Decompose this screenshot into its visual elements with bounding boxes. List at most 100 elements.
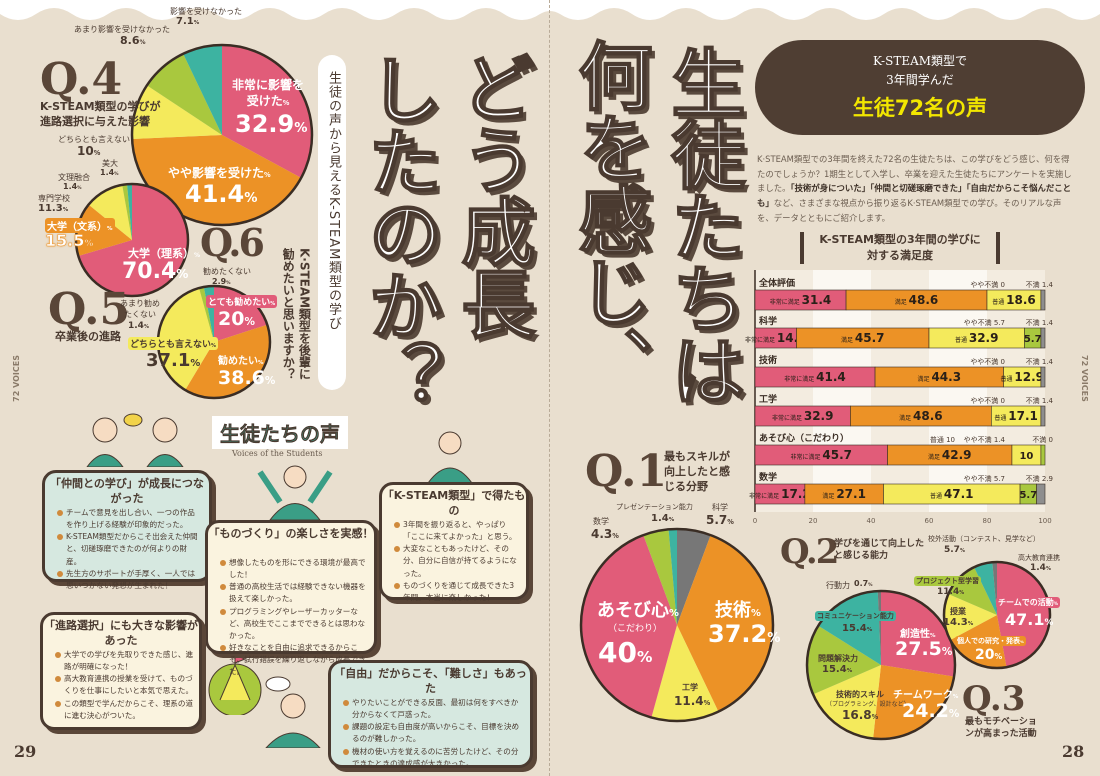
q5-mark: Q.5: [48, 284, 131, 335]
q6-label: とても勧めたい: [206, 295, 278, 308]
bar-label: 非常に満足 45.7: [790, 448, 852, 462]
q3-label: 授業: [950, 607, 966, 616]
q6-value: 38.6: [218, 367, 275, 389]
q4-value: 10: [77, 144, 100, 158]
bar-segment: [1040, 289, 1046, 311]
q1-sublabel: （こだわり）: [608, 624, 663, 634]
q5-label: 美大: [102, 159, 118, 168]
bar-label: やや不満 0: [970, 281, 1005, 289]
q2-label: 問題解決力: [818, 654, 858, 663]
q1-value: 1.4: [651, 513, 674, 524]
q2-sublabel: （プログラミング、設計など）: [826, 701, 910, 708]
comment-item: 大変なこともあったけど、その分、自分に自信が持てるようになった。: [394, 543, 518, 579]
bar-value: 5.7: [1019, 490, 1037, 501]
q2-question: 学びを通じて向上したと感じる能力: [834, 539, 925, 562]
q4-slice: [132, 85, 222, 139]
q5-question: 卒業後の進路: [55, 330, 121, 343]
q4-pie-outline: [130, 43, 314, 227]
bar-label: 不満 1.4: [1026, 358, 1054, 366]
q4-value: 32.9: [235, 110, 307, 138]
q1-label: 数学: [593, 517, 609, 526]
comment-item: ものづくりを通じて成長できた3年間。本当に楽しかった！: [394, 580, 518, 604]
bar-label: 不満 2.9: [1026, 475, 1053, 483]
bar-label: 満足 48.6: [895, 293, 939, 307]
bar-label: 満足 44.3: [918, 370, 962, 384]
q6-label: あまり勧めたくない: [120, 299, 160, 319]
q4-value: 8.6: [120, 34, 146, 47]
bar-label: 非常に満足 31.4: [770, 293, 832, 307]
q6-value: 20: [218, 308, 255, 330]
q6-label: 勧めたい: [218, 352, 264, 367]
q1-value: 4.3: [591, 527, 619, 541]
q1-value: 37.2: [708, 620, 780, 648]
q6-value: 37.1: [146, 350, 200, 371]
comment-box: 「K-STEAM類型」で得たもの 3年間を振り返ると、やっぱり「ここに来てよかっ…: [379, 482, 529, 602]
comment-title: 「ものづくり」の楽しさを実感！: [208, 527, 374, 540]
q5-label: 専門学校: [38, 194, 70, 203]
bar-label: 非常に満足 32.9: [772, 409, 834, 423]
q2-slice: [807, 625, 881, 695]
q5-label: 大学（文系）: [45, 218, 115, 233]
q4-value: 7.1: [176, 16, 199, 27]
q2-label: 行動力: [826, 581, 850, 590]
bar-segment: [1040, 444, 1046, 466]
badge-line3: 生徒72名の声: [852, 96, 988, 120]
bar-label: やや不満 0: [970, 397, 1005, 405]
q3-value: 20: [975, 647, 1002, 663]
page-gutter: [549, 0, 551, 776]
q3-value: 14.3: [943, 617, 973, 628]
q5-label: 大学（理系）: [128, 245, 200, 261]
bar-value: 5.7: [1024, 334, 1042, 345]
q2-pie-outline: [805, 589, 957, 741]
q3-slice: [974, 562, 997, 615]
q5-value: 70.4: [122, 259, 188, 284]
bar-label: 不満 0: [1032, 436, 1053, 444]
bar-label: 普通 18.6: [992, 293, 1036, 307]
q4-slice: [183, 45, 222, 135]
bar-label: 普通 12.9: [1000, 370, 1044, 384]
q6-slice: [199, 286, 214, 342]
comment-item: 3年間を振り返ると、やっぱり「ここに来てよかった」と思う。: [394, 519, 518, 543]
q3-value: 47.1: [1005, 610, 1053, 629]
bar-label: やや不満 5.7: [964, 319, 1005, 327]
bar-label: 満足 48.6: [899, 409, 943, 423]
category-label: あそび心（こだわり）: [759, 432, 849, 444]
comment-item: この類型で学んだからこそ、理系の道に進む決心がついた。: [55, 698, 195, 722]
thinking-student-icon: [427, 431, 473, 483]
q6-label: どちらとも言えない: [128, 337, 218, 350]
q1-value: 5.7: [706, 513, 734, 527]
comment-box: 「自由」だからこそ、「難しさ」もあった やりたいことができる反面、最初は何をすべ…: [328, 660, 533, 768]
q1-value: 40: [598, 636, 652, 669]
bar-segment: [1040, 327, 1046, 349]
bar-label: 不満 1.4: [1026, 281, 1054, 289]
q2-mark: Q.2: [780, 532, 839, 572]
q2-value: 15.4: [842, 623, 872, 634]
q4-label: あまり影響を受けなかった: [74, 25, 170, 34]
title-col-2: 何を感じ、: [565, 37, 653, 399]
comment-item: K-STEAM類型だからこそ出会えた仲間と、切磋琢磨できたのが何よりの財産。: [57, 531, 201, 567]
q1-label: 科学: [712, 503, 728, 512]
intro-bold: 「技術が身についた」「仲間と切磋琢磨できた」「自由だからこそ悩んだことも」: [757, 183, 1072, 209]
x-tick-label: 100: [1038, 517, 1051, 525]
comment-item: やりたいことができる反面、最初は何をすべきか分からなくて戸惑った。: [343, 697, 522, 721]
q3-mark: Q.3: [962, 679, 1026, 719]
bar-label: やや不満 1.4: [964, 436, 1006, 444]
q6-mark: Q.6: [200, 220, 265, 265]
x-tick-label: 0: [753, 517, 757, 525]
q3-value: 11.4: [937, 587, 964, 597]
title-col-4: したのか？: [355, 51, 443, 413]
bar-segment: [1036, 483, 1046, 505]
q4-value: 41.4: [185, 180, 257, 208]
comment-item: 高大教育連携の授業を受けて、ものづくりを仕事にしたいと本気で思えた。: [55, 673, 195, 697]
q4-slice: [146, 53, 222, 135]
category-label: 数学: [759, 471, 777, 483]
category-label: 科学: [759, 315, 777, 327]
comment-item: 課題の設定も自由度が高いからこそ、目標を決めるのが難しかった。: [343, 721, 522, 745]
x-tick-label: 60: [925, 517, 934, 525]
bar-chart-title: K-STEAM類型の3年間の学びに対する満足度: [800, 232, 1000, 264]
comment-item: 好きなことを自由に追求できるからこそ、試行錯誤を繰り返しながら成長できた。: [220, 642, 366, 678]
comment-item: 普通の高校生活では経験できない機器を扱えて楽しかった。: [220, 581, 366, 605]
bar-segment: [1040, 366, 1046, 388]
page-number-left: 29: [14, 742, 37, 761]
category-label: 工学: [759, 393, 777, 405]
